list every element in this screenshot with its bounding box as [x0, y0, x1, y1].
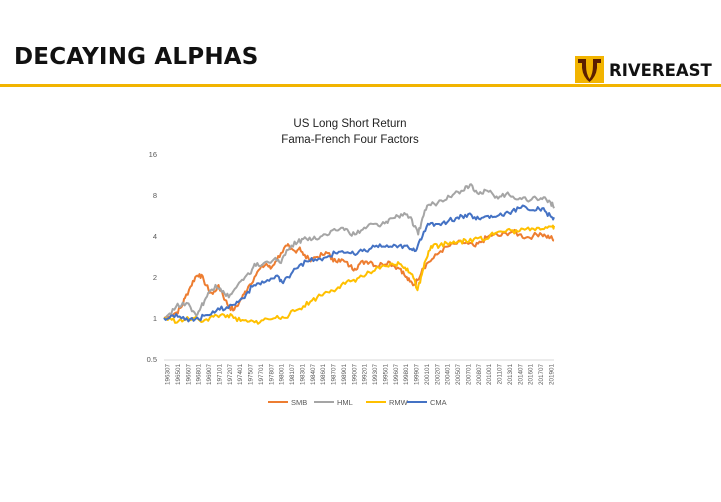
- y-tick-label: 4: [153, 232, 157, 241]
- series-lines: [163, 183, 555, 325]
- x-tick-label: 196607: [185, 364, 192, 386]
- chart-title: US Long Short Return: [293, 118, 406, 130]
- series-line-rmw: [163, 224, 555, 325]
- y-axis: 16 8 4 2 1 0.5: [147, 150, 157, 364]
- x-tick-label: 201107: [497, 364, 504, 385]
- x-tick-label: 197101: [216, 364, 223, 386]
- x-tick-label: 196307: [165, 364, 172, 386]
- chart-container: US Long Short Return Fama-French Four Fa…: [139, 113, 561, 419]
- title-underline: [0, 84, 721, 87]
- x-tick-label: 199007: [351, 364, 358, 386]
- x-tick-label: 198301: [299, 364, 306, 386]
- x-tick-label: 200207: [434, 364, 441, 386]
- x-tick-label: 199201: [362, 364, 369, 386]
- x-tick-label: 199801: [403, 364, 410, 386]
- x-axis: 196307 196501 196607 196801 196907 197101 1972…: [164, 359, 556, 386]
- x-tick-label: 200507: [455, 364, 462, 386]
- series-line-cma: [163, 204, 555, 323]
- legend-label-hml: HML: [337, 398, 353, 407]
- legend-label-rmw: RMW: [389, 398, 409, 407]
- y-tick-label: 16: [149, 150, 157, 159]
- x-tick-label: 199501: [382, 364, 389, 386]
- x-tick-label: 201707: [538, 364, 545, 386]
- series-line-smb: [163, 228, 555, 319]
- x-tick-label: 198707: [331, 364, 338, 386]
- brand-name: RIVEREAST: [609, 61, 712, 80]
- y-tick-label: 1: [153, 314, 157, 323]
- chart-subtitle: Fama-French Four Factors: [281, 134, 419, 146]
- x-tick-label: 201601: [528, 364, 535, 386]
- x-tick-label: 199307: [372, 364, 379, 386]
- line-chart: US Long Short Return Fama-French Four Fa…: [147, 118, 556, 407]
- slide-title: DECAYING ALPHAS: [14, 44, 259, 70]
- chart-legend: SMB HML RMW CMA: [268, 398, 447, 407]
- x-tick-label: 200101: [424, 364, 431, 386]
- legend-label-smb: SMB: [291, 398, 307, 407]
- x-tick-label: 200401: [445, 364, 452, 386]
- x-tick-label: 196907: [206, 364, 213, 386]
- y-tick-label: 2: [153, 273, 157, 282]
- series-line-hml: [163, 183, 555, 321]
- x-tick-label: 198001: [279, 364, 286, 386]
- legend-label-cma: CMA: [430, 398, 447, 407]
- x-tick-label: 198407: [310, 364, 317, 386]
- x-tick-label: 197207: [227, 364, 234, 386]
- x-tick-label: 199907: [414, 364, 421, 386]
- x-tick-label: 196801: [196, 364, 203, 386]
- x-tick-label: 197701: [258, 364, 265, 386]
- x-tick-label: 200701: [465, 364, 472, 386]
- y-tick-label: 0.5: [147, 355, 157, 364]
- y-tick-label: 8: [153, 191, 157, 200]
- x-tick-label: 198901: [341, 364, 348, 386]
- x-tick-label: 198601: [320, 364, 327, 386]
- x-tick-label: 201901: [549, 364, 556, 386]
- x-tick-label: 200807: [476, 364, 483, 386]
- x-tick-label: 201301: [507, 364, 514, 386]
- x-tick-label: 197507: [248, 364, 255, 386]
- x-tick-label: 198107: [289, 364, 296, 386]
- x-tick-label: 199607: [393, 364, 400, 386]
- x-tick-label: 197807: [268, 364, 275, 386]
- x-tick-label: 201407: [517, 364, 524, 386]
- rivereast-logo-icon: [575, 56, 604, 83]
- x-tick-label: 201001: [486, 364, 493, 386]
- x-tick-label: 197401: [237, 364, 244, 386]
- x-tick-label: 196501: [175, 364, 182, 386]
